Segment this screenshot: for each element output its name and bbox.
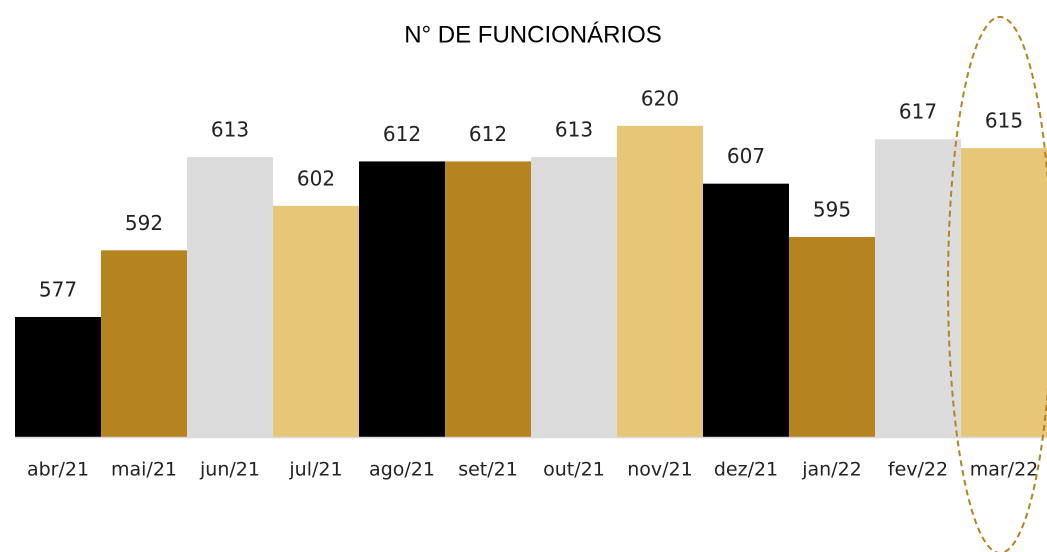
x-tick-label: set/21 (458, 459, 518, 481)
x-tick-label: fev/22 (888, 459, 948, 481)
value-label: 612 (383, 122, 421, 146)
value-label: 613 (555, 118, 593, 142)
x-tick-label: mar/22 (970, 459, 1039, 481)
bar (445, 161, 531, 437)
bar (531, 157, 617, 437)
x-tick-label: jul/21 (288, 459, 342, 481)
value-label: 615 (985, 109, 1023, 133)
x-tick-label: ago/21 (369, 459, 435, 481)
value-label: 613 (211, 118, 249, 142)
value-label: 612 (469, 122, 507, 146)
value-label: 620 (641, 86, 679, 110)
bar (875, 139, 961, 437)
plot: abr/21 577 mai/21 592 jun/21 613 jul/21 602 ago/… (15, 86, 1047, 481)
value-label: 617 (899, 100, 937, 124)
value-label: 595 (813, 198, 851, 222)
x-tick-label: mai/21 (111, 459, 177, 481)
bar (187, 157, 273, 437)
x-tick-label: abr/21 (27, 459, 89, 481)
value-label: 602 (297, 166, 335, 190)
bar (703, 183, 789, 437)
highlight-ellipse (947, 16, 1047, 552)
bar (961, 148, 1047, 437)
value-label: 592 (125, 211, 163, 235)
value-label: 577 (39, 278, 77, 302)
x-tick-label: jun/21 (199, 459, 260, 481)
bar (789, 237, 875, 437)
value-label: 607 (727, 144, 765, 168)
x-tick-label: jan/22 (801, 459, 862, 481)
bar (359, 161, 445, 437)
x-tick-label: dez/21 (714, 459, 778, 481)
x-tick-label: out/21 (543, 459, 605, 481)
chart-title: N° DE FUNCIONÁRIOS (404, 21, 662, 48)
x-tick-label: nov/21 (627, 459, 693, 481)
bar (15, 317, 101, 437)
bar (101, 250, 187, 437)
bar (617, 125, 703, 437)
bar (273, 205, 359, 437)
